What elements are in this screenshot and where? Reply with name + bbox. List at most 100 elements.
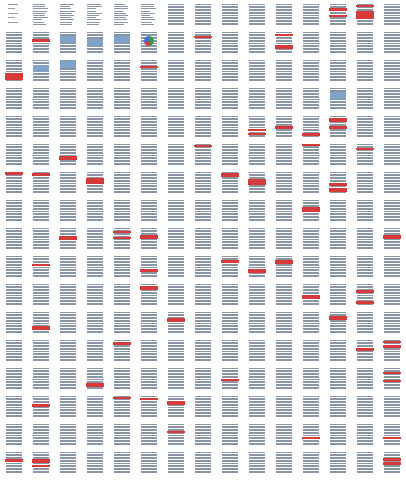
page-thumbnail[interactable] [31, 254, 51, 280]
page-thumbnail[interactable] [301, 142, 321, 168]
page-thumbnail[interactable] [247, 394, 267, 420]
page-thumbnail[interactable] [274, 394, 294, 420]
page-thumbnail[interactable] [112, 394, 132, 420]
page-thumbnail[interactable] [193, 114, 213, 140]
page-thumbnail[interactable] [382, 30, 402, 56]
page-thumbnail[interactable] [193, 170, 213, 196]
page-thumbnail[interactable] [355, 282, 375, 308]
page-thumbnail[interactable] [85, 282, 105, 308]
page-thumbnail[interactable] [247, 366, 267, 392]
page-thumbnail[interactable] [139, 58, 159, 84]
page-thumbnail[interactable] [274, 366, 294, 392]
page-thumbnail[interactable] [301, 58, 321, 84]
page-thumbnail[interactable] [328, 394, 348, 420]
page-thumbnail[interactable] [193, 254, 213, 280]
page-thumbnail[interactable] [328, 422, 348, 448]
page-thumbnail[interactable] [274, 310, 294, 336]
page-thumbnail[interactable] [193, 198, 213, 224]
page-thumbnail[interactable] [85, 394, 105, 420]
page-thumbnail[interactable] [193, 450, 213, 476]
page-thumbnail[interactable] [139, 114, 159, 140]
page-thumbnail[interactable] [166, 366, 186, 392]
page-thumbnail[interactable] [193, 142, 213, 168]
page-thumbnail[interactable] [58, 58, 78, 84]
page-thumbnail[interactable] [355, 338, 375, 364]
page-thumbnail[interactable] [31, 394, 51, 420]
page-thumbnail[interactable] [4, 142, 24, 168]
page-thumbnail[interactable] [328, 58, 348, 84]
page-thumbnail[interactable] [328, 170, 348, 196]
page-thumbnail[interactable] [166, 338, 186, 364]
page-thumbnail[interactable] [139, 282, 159, 308]
page-thumbnail[interactable] [85, 142, 105, 168]
page-thumbnail[interactable] [166, 198, 186, 224]
page-thumbnail[interactable] [58, 254, 78, 280]
page-thumbnail[interactable] [382, 226, 402, 252]
page-thumbnail[interactable] [382, 394, 402, 420]
page-thumbnail[interactable] [274, 170, 294, 196]
page-thumbnail[interactable] [139, 30, 159, 56]
page-thumbnail[interactable] [31, 170, 51, 196]
page-thumbnail[interactable] [4, 422, 24, 448]
page-thumbnail[interactable] [166, 2, 186, 28]
page-thumbnail[interactable] [31, 282, 51, 308]
page-thumbnail[interactable] [220, 226, 240, 252]
page-thumbnail[interactable] [274, 226, 294, 252]
page-thumbnail[interactable] [193, 282, 213, 308]
page-thumbnail[interactable] [112, 254, 132, 280]
page-thumbnail[interactable] [382, 282, 402, 308]
page-thumbnail[interactable] [382, 310, 402, 336]
page-thumbnail[interactable] [382, 58, 402, 84]
page-thumbnail[interactable] [58, 338, 78, 364]
page-thumbnail[interactable] [139, 310, 159, 336]
page-thumbnail[interactable] [301, 198, 321, 224]
page-thumbnail[interactable] [166, 394, 186, 420]
page-thumbnail[interactable] [382, 142, 402, 168]
page-thumbnail[interactable] [4, 366, 24, 392]
page-thumbnail[interactable] [58, 282, 78, 308]
page-thumbnail[interactable] [4, 310, 24, 336]
page-thumbnail[interactable] [139, 142, 159, 168]
page-thumbnail[interactable] [31, 310, 51, 336]
page-thumbnail[interactable] [4, 198, 24, 224]
page-thumbnail[interactable] [382, 114, 402, 140]
page-thumbnail[interactable] [328, 310, 348, 336]
page-thumbnail[interactable] [220, 366, 240, 392]
page-thumbnail[interactable] [112, 282, 132, 308]
page-thumbnail[interactable] [4, 226, 24, 252]
page-thumbnail[interactable] [301, 170, 321, 196]
page-thumbnail[interactable] [85, 30, 105, 56]
page-thumbnail[interactable] [301, 226, 321, 252]
page-thumbnail[interactable] [274, 450, 294, 476]
page-thumbnail[interactable] [85, 254, 105, 280]
page-thumbnail[interactable] [382, 338, 402, 364]
page-thumbnail[interactable] [139, 2, 159, 28]
page-thumbnail[interactable] [301, 30, 321, 56]
page-thumbnail[interactable] [301, 86, 321, 112]
page-thumbnail[interactable] [4, 2, 24, 28]
page-thumbnail[interactable] [193, 338, 213, 364]
page-thumbnail[interactable] [301, 114, 321, 140]
page-thumbnail[interactable] [85, 422, 105, 448]
page-thumbnail[interactable] [355, 450, 375, 476]
page-thumbnail[interactable] [355, 254, 375, 280]
page-thumbnail[interactable] [193, 226, 213, 252]
page-thumbnail[interactable] [220, 114, 240, 140]
page-thumbnail[interactable] [112, 366, 132, 392]
page-thumbnail[interactable] [139, 366, 159, 392]
page-thumbnail[interactable] [4, 30, 24, 56]
page-thumbnail[interactable] [85, 198, 105, 224]
page-thumbnail[interactable] [274, 58, 294, 84]
page-thumbnail[interactable] [85, 338, 105, 364]
page-thumbnail[interactable] [112, 142, 132, 168]
page-thumbnail[interactable] [31, 58, 51, 84]
page-thumbnail[interactable] [58, 2, 78, 28]
page-thumbnail[interactable] [220, 338, 240, 364]
page-thumbnail[interactable] [355, 58, 375, 84]
page-thumbnail[interactable] [58, 142, 78, 168]
page-thumbnail[interactable] [220, 170, 240, 196]
page-thumbnail[interactable] [382, 2, 402, 28]
page-thumbnail[interactable] [4, 114, 24, 140]
page-thumbnail[interactable] [112, 422, 132, 448]
page-thumbnail[interactable] [274, 86, 294, 112]
